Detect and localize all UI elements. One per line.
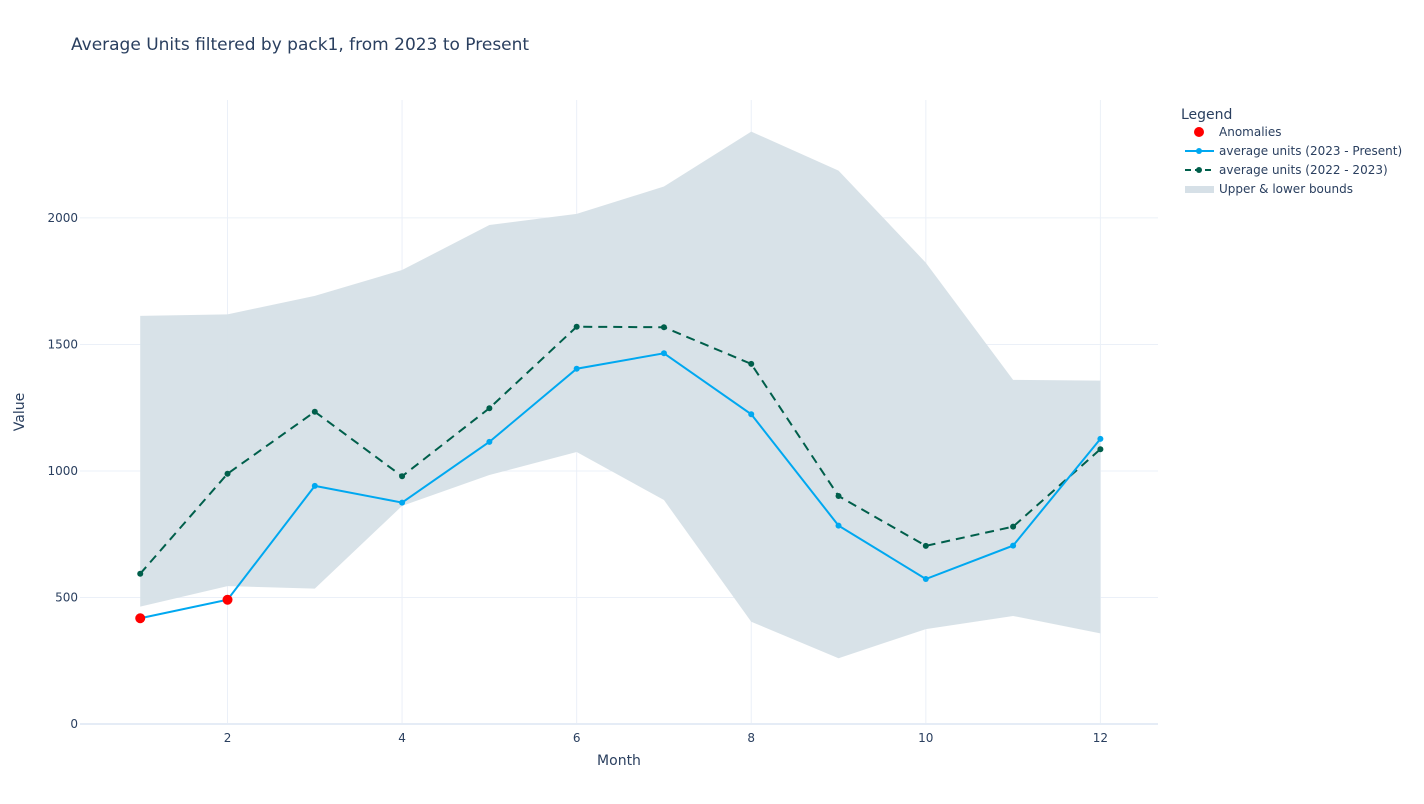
data-point[interactable] [224, 470, 231, 477]
series-line-2022-2023 [139, 325, 1102, 575]
data-point[interactable] [399, 473, 406, 480]
y-tick-label: 2000 [47, 211, 78, 225]
y-tick-label: 1000 [47, 464, 78, 478]
legend-point-icon [1196, 148, 1202, 154]
legend-item[interactable]: average units (2023 - Present) [1185, 144, 1402, 158]
bounds-band-layer [140, 131, 1101, 659]
series-lines-layer [135, 323, 1104, 624]
bounds-band [140, 131, 1101, 659]
data-point[interactable] [748, 411, 755, 418]
data-point[interactable] [137, 570, 144, 577]
y-tick-label: 1500 [47, 337, 78, 351]
x-tick-label: 2 [224, 731, 232, 745]
legend-label: Upper & lower bounds [1219, 182, 1353, 196]
data-point[interactable] [1097, 446, 1104, 453]
data-point[interactable] [486, 438, 493, 445]
data-point[interactable] [573, 365, 580, 372]
legend[interactable]: Legend Anomalies average units (2023 - Pr… [1181, 107, 1402, 196]
y-axis-ticks: 0 500 1000 1500 2000 [47, 211, 78, 731]
data-point[interactable] [922, 542, 929, 549]
x-tick-label: 6 [573, 731, 581, 745]
legend-label: Anomalies [1219, 125, 1282, 139]
x-tick-label: 8 [747, 731, 755, 745]
data-point[interactable] [835, 493, 842, 500]
y-tick-label: 500 [55, 590, 78, 604]
data-point[interactable] [660, 350, 667, 357]
x-tick-label: 4 [398, 731, 406, 745]
anomaly-point[interactable] [135, 613, 146, 624]
legend-band-icon [1185, 186, 1214, 193]
legend-item[interactable]: Anomalies [1194, 125, 1282, 139]
data-point[interactable] [399, 499, 406, 506]
x-axis-title: Month [597, 753, 641, 769]
data-point[interactable] [1097, 435, 1104, 442]
legend-title: Legend [1181, 107, 1232, 123]
legend-item[interactable]: average units (2022 - 2023) [1185, 163, 1388, 177]
data-point[interactable] [1010, 523, 1017, 530]
y-axis-title: Value [12, 393, 28, 431]
x-tick-label: 10 [918, 731, 933, 745]
legend-label: average units (2023 - Present) [1219, 144, 1402, 158]
data-point[interactable] [1010, 542, 1017, 549]
data-point[interactable] [835, 522, 842, 529]
x-tick-label: 12 [1093, 731, 1108, 745]
y-tick-label: 0 [70, 717, 78, 731]
series-line-2023-present [140, 352, 1102, 620]
legend-item[interactable]: Upper & lower bounds [1185, 182, 1353, 196]
data-point[interactable] [922, 576, 929, 583]
legend-label: average units (2022 - 2023) [1219, 163, 1388, 177]
data-point[interactable] [573, 323, 580, 330]
legend-marker-icon [1194, 127, 1204, 137]
x-axis-ticks: 2 4 6 8 10 12 [224, 731, 1108, 745]
anomaly-point[interactable] [222, 594, 233, 605]
legend-point-icon [1196, 167, 1202, 173]
data-point[interactable] [660, 324, 667, 331]
chart-title: Average Units filtered by pack1, from 20… [71, 35, 529, 55]
data-point[interactable] [311, 408, 318, 415]
data-point[interactable] [486, 405, 493, 412]
data-point[interactable] [748, 360, 755, 367]
data-point[interactable] [311, 482, 318, 489]
